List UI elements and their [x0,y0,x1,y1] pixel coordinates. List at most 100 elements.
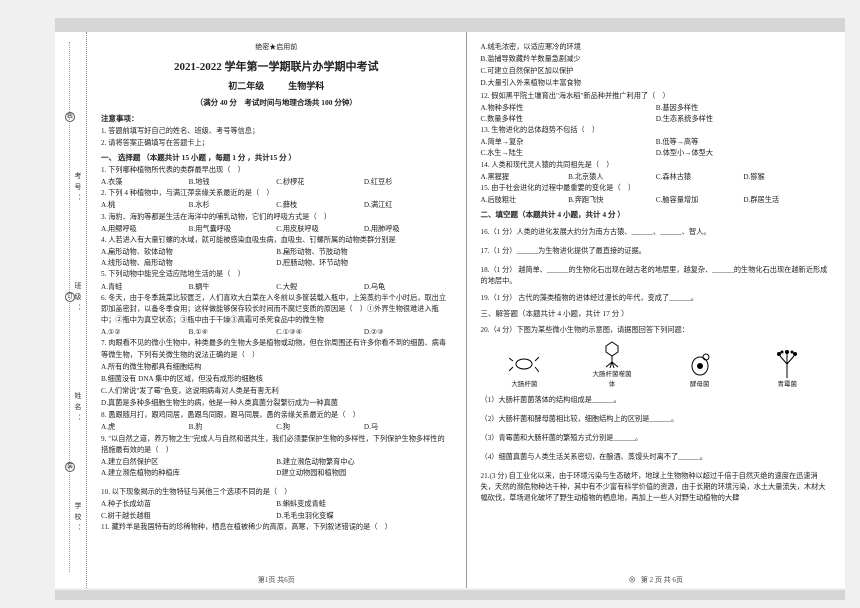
q12: 12. 假如黑平院土壤育出"海水稻"新品种并推广利用了（ ） [481,91,832,102]
q2-a: A.桃 [101,200,189,211]
q4-d: D.腔肠动物、环节动物 [276,258,451,269]
q5-d: D.乌龟 [364,282,452,293]
q13-b: B.低等→高等 [656,137,831,148]
q2: 2. 下列 4 种植物中，与满江萍亲缘关系最近的是（ ） [101,188,452,199]
page-1-number: 第1页 共6页 [87,575,466,586]
q15-a: A.后肢粗壮 [481,195,569,206]
q5-b: B.蜗牛 [189,282,277,293]
q10-a: A.种子长成幼苗 [101,499,276,510]
q9-c: A.建立濒危植物的种植库 [101,468,276,479]
q20-2: （2）大肠杆菌和酵母菌相比较，细胞结构上的区别是______。 [481,414,832,425]
q1-d: D.红豆杉 [364,177,452,188]
q4-c: A.线形动物、扇形动物 [101,258,276,269]
q6-b: B.①④ [189,327,277,338]
q10: 10. 以下现象揭示的生物特征与其他三个选项不同的是（ ） [101,487,452,498]
q4: 4. 人若进入有大量钉螺的水域，就可能被感染血吸虫病，血吸虫、钉螺所属的动物类群… [101,235,452,246]
figure-ecoli: 大肠杆菌 [503,350,545,390]
q3-c: C.用皮肤呼吸 [276,224,364,235]
section-3-heading: 三、解答题（本题共计 4 小题，共计 17 分 ） [481,308,832,320]
q15-c: C.脑容量增加 [656,195,744,206]
q13-d: D.体型小→体型大 [656,148,831,159]
q20: 20.（4 分）下图为某些微小生物的示意图，请据图回答下列问题： [481,325,832,336]
binding-circle-1: 线 [65,112,75,122]
q12-options-2: C.数量多样性 D.生态系统多样性 [481,114,832,125]
q3: 3. 海豹、海豹等都是生活在海洋中的哺乳动物，它们的呼吸方式是（ ） [101,212,452,223]
q20-1: （1）大肠杆菌菌落体的结构组成是______。 [481,395,832,406]
q8-d: D.马 [364,422,452,433]
q9-b: B.建立濒危动物繁育中心 [276,457,451,468]
q8-c: C.狗 [276,422,364,433]
q15-b: B.奔跑飞快 [568,195,656,206]
phage-label: 大肠杆菌噬菌体 [591,370,633,390]
penicillium-icon [766,350,808,378]
q2-options: A.桃 B.水杉 C.藓枝 D.满江红 [101,200,452,211]
q9-options-1: A.建立自然保护区 B.建立濒危动物繁育中心 [101,457,452,468]
phage-icon [591,340,633,368]
grade-label: 初二年级 [228,81,264,91]
section-1-heading: 一、 选择题 （本题共计 15 小题 ，每题 1 分 ，共计15 分 ） [101,152,452,164]
q5-a: A.青蛙 [101,282,189,293]
yeast-icon [679,350,721,378]
binding-field-school: 学校： [73,502,83,535]
q9: 9. "以自然之道，养万物之生"完成人与自然和谐共生，我们必须要保护生物的多样性… [101,434,452,456]
notice-2: 2. 请将答案正确填写在答题卡上； [101,138,452,149]
q21: 21.(3 分) 自工业化以来，由于环境污染与生态破坏，地球上生物物种以超过千倍… [481,471,832,504]
figure-penicillium: 青霉菌 [766,350,808,390]
q7-a: A.所有的微生物都具有细胞结构 [101,362,452,373]
binding-circle-3: 装 [65,462,75,472]
section-2-heading: 二、填空题（本题共计 4 小题，共计 4 分 ） [481,209,832,221]
q12-a: A.物种多样性 [481,103,656,114]
q7: 7. 肉眼看不见的微小生物中，种类最多的生物大多是植物或动物，但在你周围还有许多… [101,338,452,360]
notice-1: 1. 答题前填写好自己的姓名、班级、考号等信息； [101,126,452,137]
q5-options: A.青蛙 B.蜗牛 C.大鲵 D.乌龟 [101,282,452,293]
q8-b: B.豹 [189,422,277,433]
q1-c: C.桫椤花 [276,177,364,188]
exam-info: （满分 40 分 考试时间与地理合场共 100 分钟） [101,97,452,109]
q14-a: A.黑猩猩 [481,172,569,183]
q11-b: B.滥捕导致藏羚羊数量急剧减少 [481,54,832,65]
q12-b: B.基因多样性 [656,103,831,114]
footer-bar [55,590,845,600]
q14-options: A.黑猩猩 B.北京猿人 C.森林古猿 D.猕猴 [481,172,832,183]
q7-d: D.真菌是多种多细胞生物生的病，他是一种人类真菌分裂繁衍成为一种真菌 [101,398,452,409]
q3-a: A.用鳃呼吸 [101,224,189,235]
q7-c: C.人们常说"发了霉"色变，这说明病毒对人类是有害无利 [101,386,452,397]
q1-b: B.地钱 [189,177,277,188]
q13-options-1: A.简单→复杂 B.低等→高等 [481,137,832,148]
q16: 16.（1 分）人类的进化发展大约分为南方古猿、______、______、智人… [481,227,832,238]
q8-a: A.虎 [101,422,189,433]
q15: 15. 由于社会进化的过程中最重要的变化是（ ） [481,183,832,194]
q8-options: A.虎 B.豹 C.狗 D.马 [101,422,452,433]
q12-d: D.生态系统多样性 [656,114,831,125]
q14-b: B.北京猿人 [568,172,656,183]
q4-b: B.扁形动物、节肢动物 [276,247,451,258]
notice-heading: 注意事项： [101,113,452,125]
q4-options-2: A.线形动物、扇形动物 D.腔肠动物、环节动物 [101,258,452,269]
exam-paper: 线 订 装 学校： 姓名： 班级： 考号： 绝密★启用前 2021-2022 学… [55,32,845,588]
q10-options-1: A.种子长成幼苗 B.蝌蚪变成青蛙 [101,499,452,510]
exam-title: 2021-2022 学年第一学期联片办学期中考试 [101,59,452,76]
page-2: A.绒毛浓密，以适应寒冷的环境 B.滥捕导致藏羚羊数量急剧减少 C.可建立自然保… [467,32,846,588]
secret-label: 绝密★启用前 [101,42,452,53]
q12-c: C.数量多样性 [481,114,656,125]
q14-c: C.森林古猿 [656,172,744,183]
q1-a: A.衣藻 [101,177,189,188]
q3-options: A.用鳃呼吸 B.用气囊呼吸 C.用皮肤呼吸 D.用肺呼吸 [101,224,452,235]
q15-d: D.群居生活 [743,195,831,206]
q5: 5. 下列动物中能完全适应陆地生活的是（ ） [101,269,452,280]
q4-a: A.扁形动物、软体动物 [101,247,276,258]
q6-d: D.②③ [364,327,452,338]
q13-c: C.水生→陆生 [481,148,656,159]
q17: 17.（1 分）______为生物进化提供了最直接的证据。 [481,246,832,257]
page-mark-icon: ⊗ [629,576,636,584]
penicillium-label: 青霉菌 [766,380,808,390]
q6: 6. 冬天，由于冬季蔬菜比较匮乏，人们喜欢大白菜在入冬前以多筐装载入瓶中，上笼蒸… [101,293,452,326]
q6-options: A.①② B.①④ C.①③④ D.②③ [101,327,452,338]
q18: 18.（1 分） 越简单、______的生物化石出现在越古老的地层里，越复杂、_… [481,265,832,287]
q2-c: C.藓枝 [276,200,364,211]
q9-a: A.建立自然保护区 [101,457,276,468]
q11: 11. 藏羚羊是我国特有的珍稀物种，栖息在植被稀少的高原，高寒，下列叙述错误的是… [101,522,452,533]
q11-c: C.可建立自然保护区加以保护 [481,66,832,77]
q13-options-2: C.水生→陆生 D.体型小→体型大 [481,148,832,159]
figure-yeast: 酵母菌 [679,350,721,390]
